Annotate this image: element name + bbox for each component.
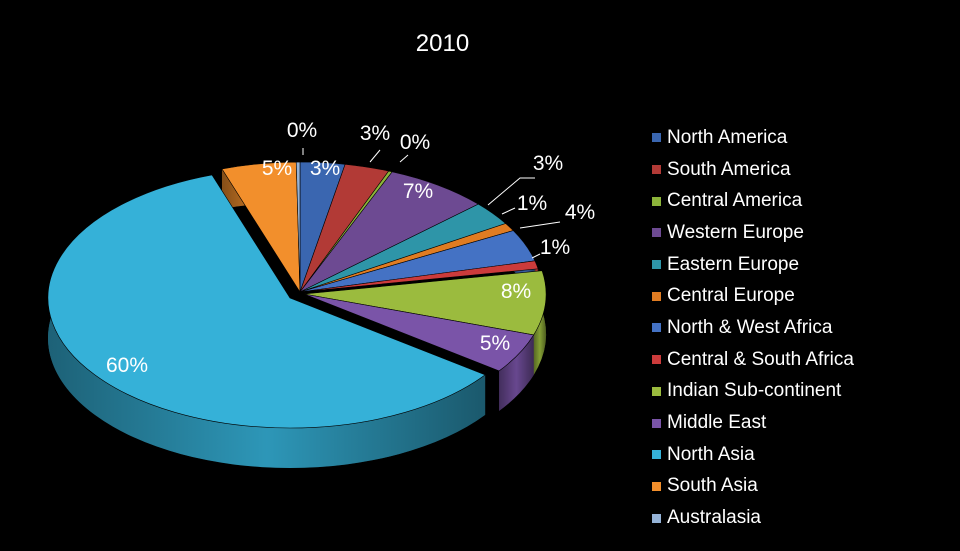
legend-label: Western Europe [667, 221, 804, 243]
legend-swatch [652, 323, 661, 333]
slice-data-label: 3% [533, 152, 563, 175]
legend-item: North Asia [652, 439, 854, 471]
pie-slice [47, 174, 486, 429]
legend-swatch [652, 133, 661, 143]
legend-item: Eastern Europe [652, 249, 854, 281]
legend-swatch [652, 260, 661, 270]
legend: North America South America Central Americ… [652, 122, 854, 534]
pie-slice [295, 161, 301, 293]
legend-label: Central & South Africa [667, 348, 854, 370]
legend-swatch [652, 418, 661, 428]
legend-label: Central Europe [667, 285, 795, 307]
slice-data-label: 5% [480, 332, 510, 355]
slice-data-label: 0% [400, 131, 430, 154]
legend-item: Indian Sub-continent [652, 376, 854, 408]
slice-data-label: 1% [517, 192, 547, 215]
slice-data-label: 3% [360, 122, 390, 145]
legend-label: Central America [667, 190, 803, 212]
legend-swatch [652, 165, 661, 175]
legend-swatch [652, 513, 661, 523]
leader-line [519, 221, 561, 229]
legend-swatch [652, 228, 661, 238]
legend-swatch [652, 196, 661, 206]
legend-item: South America [652, 154, 854, 186]
legend-label: Eastern Europe [667, 253, 800, 275]
pie-slice-side-shade [48, 174, 486, 469]
leader-line [531, 253, 541, 259]
pie-slice [299, 260, 539, 293]
legend-label: North America [667, 126, 788, 148]
legend-label: Middle East [667, 412, 767, 434]
legend-item: Central Europe [652, 280, 854, 312]
leader-line [487, 177, 535, 206]
legend-item: Australasia [652, 502, 854, 534]
slice-data-label: 5% [262, 157, 292, 180]
slice-data-label: 7% [403, 180, 433, 203]
slice-data-label: 4% [565, 201, 595, 224]
pie-slice [303, 293, 535, 372]
pie-slice-side-shade [499, 334, 534, 411]
legend-label: South Asia [667, 475, 758, 497]
legend-item: Middle East [652, 407, 854, 439]
pie-chart: 3% 3% 0% 7% 3% 1% 4% 1% 8% 5% 60% 5% 0% [47, 119, 595, 469]
legend-label: South America [667, 158, 791, 180]
slice-data-label: 1% [540, 236, 570, 259]
slice-data-label: 8% [501, 280, 531, 303]
pie-slice [303, 270, 547, 336]
legend-swatch [652, 291, 661, 301]
leader-line [501, 207, 516, 215]
legend-swatch [652, 450, 661, 460]
legend-label: North Asia [667, 443, 755, 465]
leader-line [399, 154, 409, 163]
legend-item: Central America [652, 185, 854, 217]
slice-data-label: 0% [287, 119, 317, 142]
slice-data-label: 3% [310, 157, 340, 180]
legend-swatch [652, 481, 661, 491]
legend-item: North America [652, 122, 854, 154]
legend-label: Australasia [667, 507, 761, 529]
legend-item: South Asia [652, 471, 854, 503]
pie-slice [299, 171, 479, 293]
leader-line [369, 149, 381, 163]
legend-label: North & West Africa [667, 316, 833, 338]
legend-swatch [652, 386, 661, 396]
legend-item: Western Europe [652, 217, 854, 249]
legend-swatch [652, 355, 661, 365]
legend-item: North & West Africa [652, 312, 854, 344]
chart-title: 2010 [415, 30, 470, 57]
legend-label: Indian Sub-continent [667, 380, 842, 402]
slice-data-label: 60% [106, 354, 148, 377]
legend-item: Central & South Africa [652, 344, 854, 376]
